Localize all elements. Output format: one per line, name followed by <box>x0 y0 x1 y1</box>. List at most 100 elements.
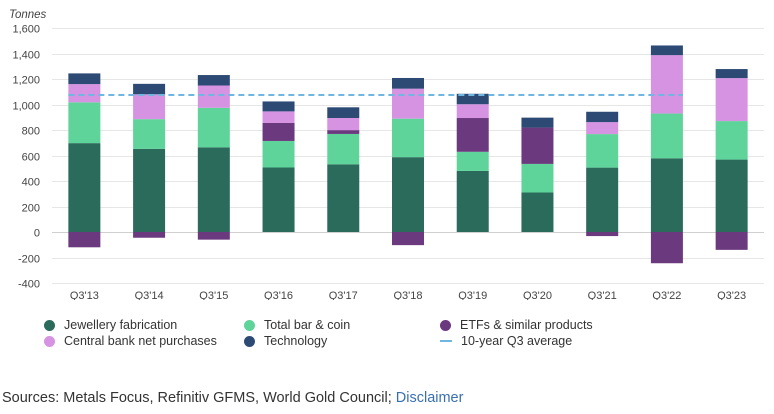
x-tick-labels: Q3'13 Q3'14 Q3'15 Q3'16 Q3'17 Q3'18 Q3'19 Q3'20… <box>70 290 746 302</box>
bar-segment-total-bar-coin-10 <box>715 121 748 160</box>
bar-segment-etfs-similar-products-10 <box>715 232 748 250</box>
bar-segment-etfs-similar-products-0 <box>68 232 101 248</box>
bar-segment-etfs-similar-products-7 <box>521 127 554 164</box>
bar-segment-total-bar-coin-1 <box>133 119 166 149</box>
bar-segment-technology-4 <box>327 107 360 119</box>
legend-item-technology[interactable]: Technology <box>244 334 327 348</box>
y-tick-label: 200 <box>22 203 40 215</box>
chart-svg: Tonnes -400 -200 0 200 400 600 800 1,000 1,200 1,… <box>9 9 764 302</box>
bar-segment-central-bank-net-purchases-3 <box>262 111 295 123</box>
y-tick-label: 1,400 <box>12 50 40 62</box>
y-tick-label: 1,200 <box>12 75 40 87</box>
bar-segment-technology-0 <box>68 73 101 85</box>
bars <box>68 45 748 264</box>
bar-segment-technology-3 <box>262 101 295 112</box>
gold-demand-chart: Tonnes -400 -200 0 200 400 600 800 1,000 1,200 1,… <box>9 9 764 302</box>
legend: Jewellery fabrication Total bar & coin E… <box>44 318 644 352</box>
x-tick-label: Q3'13 <box>70 290 99 300</box>
bar-segment-jewellery-fabrication-8 <box>586 167 619 232</box>
bar-segment-jewellery-fabrication-0 <box>68 143 101 232</box>
x-tick-label: Q3'19 <box>458 290 487 300</box>
legend-label-average: 10-year Q3 average <box>461 334 573 348</box>
legend-label-central-bank: Central bank net purchases <box>64 334 217 348</box>
x-tick-label: Q3'14 <box>135 290 164 300</box>
legend-item-bar-coin[interactable]: Total bar & coin <box>244 318 350 332</box>
bar-segment-jewellery-fabrication-5 <box>392 157 424 232</box>
bar-segment-jewellery-fabrication-1 <box>133 148 166 232</box>
x-tick-label: Q3'20 <box>523 290 552 300</box>
bar-segment-technology-9 <box>650 45 683 56</box>
legend-item-central-bank[interactable]: Central bank net purchases <box>44 334 217 348</box>
bar-segment-total-bar-coin-9 <box>650 113 683 159</box>
y-tick-labels: -400 -200 0 200 400 600 800 1,000 1,200 1,400 1,60… <box>12 24 40 291</box>
bar-segment-total-bar-coin-2 <box>197 107 230 148</box>
bar-segment-central-bank-net-purchases-1 <box>133 94 166 120</box>
bar-segment-etfs-similar-products-5 <box>392 232 424 246</box>
bar-segment-etfs-similar-products-9 <box>650 232 683 264</box>
etfs-swatch-icon <box>440 319 451 331</box>
bar-segment-etfs-similar-products-1 <box>133 232 166 238</box>
y-tick-label: 400 <box>22 177 40 189</box>
bar-segment-central-bank-net-purchases-2 <box>197 85 230 108</box>
bar-segment-technology-10 <box>715 69 748 79</box>
bar-segment-etfs-similar-products-4 <box>327 130 360 134</box>
bar-segment-jewellery-fabrication-9 <box>650 158 683 232</box>
y-tick-label: 1,600 <box>12 24 40 36</box>
bar-segment-central-bank-net-purchases-4 <box>327 118 360 131</box>
x-tick-label: Q3'15 <box>199 290 228 300</box>
bar-segment-jewellery-fabrication-7 <box>521 192 554 232</box>
bar-segment-total-bar-coin-4 <box>327 133 360 165</box>
bar-segment-jewellery-fabrication-10 <box>715 159 748 232</box>
jewellery-swatch-icon <box>44 319 55 331</box>
x-tick-label: Q3'16 <box>264 290 293 300</box>
bar-segment-technology-1 <box>133 83 166 95</box>
bar-segment-jewellery-fabrication-6 <box>456 170 489 232</box>
bar-segment-total-bar-coin-7 <box>521 163 554 193</box>
legend-label-bar-coin: Total bar & coin <box>264 318 351 332</box>
y-tick-label: 600 <box>22 152 40 164</box>
bar-coin-swatch-icon <box>244 319 255 331</box>
dashed-line-icon <box>440 340 452 342</box>
bar-segment-central-bank-net-purchases-6 <box>456 104 489 119</box>
bar-segment-central-bank-net-purchases-0 <box>68 84 101 103</box>
y-tick-label: 1,000 <box>12 101 40 113</box>
bar-segment-etfs-similar-products-3 <box>262 122 295 141</box>
sources-text: Sources: Metals Focus, Refinitiv GFMS, W… <box>2 390 392 406</box>
bar-segment-technology-2 <box>197 75 230 86</box>
x-tick-label: Q3'18 <box>393 290 422 300</box>
bar-segment-technology-8 <box>586 111 619 123</box>
legend-label-technology: Technology <box>264 334 328 348</box>
sources-note: Sources: Metals Focus, Refinitiv GFMS, W… <box>2 390 463 406</box>
bar-segment-technology-5 <box>392 77 424 89</box>
bar-segment-central-bank-net-purchases-5 <box>392 88 424 119</box>
bar-segment-central-bank-net-purchases-8 <box>586 122 619 135</box>
bar-segment-total-bar-coin-0 <box>68 102 101 144</box>
bar-segment-technology-7 <box>521 117 554 128</box>
legend-label-etfs: ETFs & similar products <box>460 318 593 332</box>
bar-segment-etfs-similar-products-8 <box>586 232 619 237</box>
central-bank-swatch-icon <box>44 335 55 347</box>
bar-segment-total-bar-coin-5 <box>392 118 424 158</box>
bar-segment-total-bar-coin-6 <box>456 151 489 171</box>
legend-item-jewellery[interactable]: Jewellery fabrication <box>44 318 177 332</box>
bar-segment-jewellery-fabrication-2 <box>197 147 230 232</box>
legend-item-average[interactable]: 10-year Q3 average <box>440 334 572 348</box>
technology-swatch-icon <box>244 335 255 347</box>
disclaimer-link[interactable]: Disclaimer <box>395 390 464 406</box>
x-tick-label: Q3'17 <box>329 290 358 300</box>
y-tick-label: -400 <box>18 279 40 291</box>
bar-segment-central-bank-net-purchases-10 <box>715 78 748 122</box>
bar-segment-total-bar-coin-3 <box>262 140 295 168</box>
bar-segment-jewellery-fabrication-3 <box>262 167 295 232</box>
bar-segment-technology-6 <box>456 93 489 105</box>
y-tick-label: -200 <box>18 254 40 266</box>
bar-segment-central-bank-net-purchases-9 <box>650 55 683 114</box>
bar-segment-etfs-similar-products-2 <box>197 232 230 240</box>
legend-item-etfs[interactable]: ETFs & similar products <box>440 318 593 332</box>
y-axis-label: Tonnes <box>9 9 47 21</box>
bar-segment-etfs-similar-products-6 <box>456 118 489 152</box>
legend-label-jewellery: Jewellery fabrication <box>64 318 178 332</box>
bar-segment-total-bar-coin-8 <box>586 134 619 168</box>
x-tick-label: Q3'23 <box>717 290 746 300</box>
y-tick-label: 800 <box>22 126 40 138</box>
